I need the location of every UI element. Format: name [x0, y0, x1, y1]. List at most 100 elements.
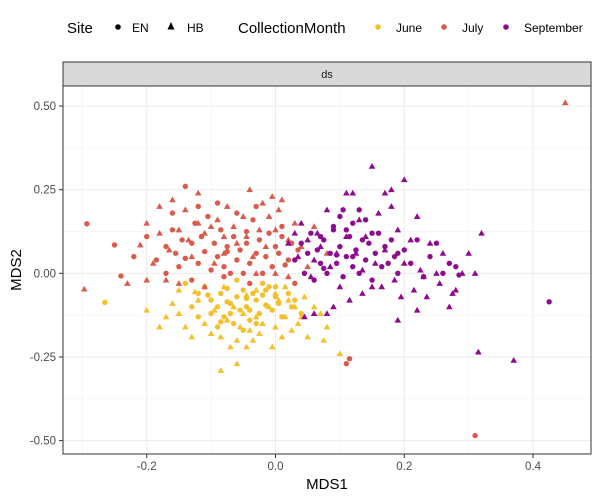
data-point: [330, 223, 337, 230]
y-tick-label: 0.25: [34, 185, 56, 197]
data-point: [304, 236, 311, 243]
data-point: [169, 227, 176, 233]
data-point: [143, 306, 151, 313]
data-point: [326, 263, 334, 270]
data-point: [253, 297, 259, 303]
data-point: [291, 219, 299, 226]
data-point: [375, 209, 382, 216]
data-points: [80, 99, 569, 439]
data-point: [276, 250, 282, 256]
data-point: [220, 283, 228, 290]
data-point: [355, 216, 363, 223]
data-point: [288, 326, 295, 333]
data-point: [407, 236, 415, 243]
data-point: [291, 303, 299, 310]
data-point: [221, 263, 227, 270]
data-point: [279, 233, 285, 240]
data-point: [230, 223, 237, 229]
data-point: [340, 207, 346, 213]
data-point: [188, 253, 196, 260]
data-point: [333, 249, 340, 256]
data-point: [310, 303, 318, 310]
data-point: [301, 270, 308, 277]
data-point: [397, 293, 405, 300]
data-point: [243, 240, 250, 246]
data-point: [176, 263, 182, 270]
data-point: [239, 310, 247, 316]
data-point: [378, 283, 386, 290]
legend: Site EN HB CollectionMonth June July Sep…: [67, 20, 583, 37]
data-point: [214, 304, 221, 310]
data-point: [153, 257, 160, 263]
data-point: [218, 319, 224, 325]
data-point: [214, 216, 221, 223]
data-point: [179, 237, 185, 243]
data-point: [268, 193, 276, 199]
data-point: [156, 229, 163, 236]
data-point: [297, 243, 305, 250]
data-point: [224, 248, 230, 255]
data-point: [194, 189, 202, 196]
y-tick-label: 0.50: [34, 101, 56, 113]
data-point: [359, 266, 366, 273]
data-point: [472, 432, 478, 439]
panel-border: [62, 85, 592, 455]
data-point: [420, 273, 427, 280]
legend-label-september: September: [524, 21, 583, 35]
data-point: [227, 343, 234, 350]
data-point: [201, 283, 208, 290]
data-point: [446, 260, 453, 267]
data-point: [191, 288, 199, 295]
series-hb-june: [143, 283, 344, 373]
data-point: [349, 189, 357, 196]
data-point: [272, 284, 279, 290]
data-point: [362, 257, 369, 263]
data-point: [234, 294, 240, 300]
data-point: [233, 336, 241, 343]
data-point: [230, 233, 237, 240]
x-tick-label: -0.2: [137, 461, 157, 473]
data-point: [388, 237, 395, 243]
data-point: [281, 313, 289, 320]
data-point: [214, 200, 221, 206]
y-tick-label: 0.00: [34, 268, 56, 280]
data-point: [205, 292, 211, 298]
data-point: [362, 217, 369, 223]
data-point: [350, 263, 356, 270]
data-point: [84, 221, 90, 227]
data-point: [256, 330, 263, 337]
data-point: [426, 239, 434, 246]
data-point: [189, 304, 195, 310]
data-point: [304, 263, 311, 270]
data-point: [182, 206, 189, 213]
data-point: [246, 326, 254, 333]
data-point: [217, 333, 225, 340]
data-point: [253, 203, 259, 210]
data-point: [298, 240, 304, 246]
data-point: [292, 297, 298, 303]
data-point: [304, 250, 311, 256]
data-point: [294, 320, 302, 327]
data-point: [201, 229, 208, 236]
data-point: [285, 236, 292, 243]
data-point: [247, 307, 253, 313]
data-point: [194, 219, 202, 226]
data-point: [259, 292, 266, 298]
series-en-july: [84, 183, 478, 439]
data-point: [400, 260, 408, 266]
data-point: [359, 290, 366, 296]
data-point: [381, 246, 389, 253]
legend-label-en: EN: [132, 21, 149, 35]
data-point: [298, 310, 304, 317]
y-tick-label: -0.25: [30, 352, 56, 364]
data-point: [256, 237, 263, 243]
data-point: [410, 286, 418, 293]
data-point: [427, 253, 433, 260]
data-point: [279, 223, 285, 230]
legend-key-hb-triangle: [167, 22, 175, 30]
data-point: [371, 260, 379, 266]
data-point: [282, 262, 288, 268]
data-point: [182, 323, 189, 330]
data-point: [395, 270, 401, 277]
data-point: [163, 243, 169, 250]
